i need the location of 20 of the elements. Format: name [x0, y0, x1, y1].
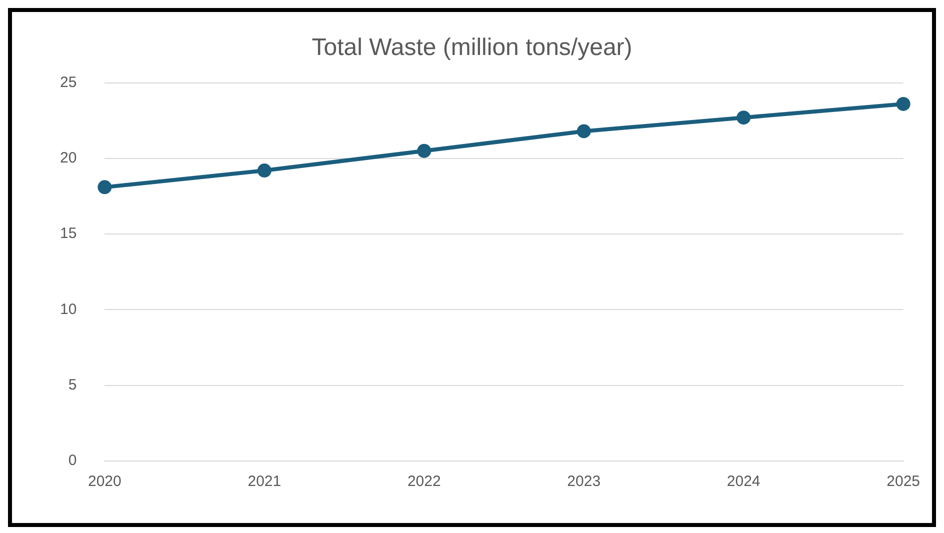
- y-tick-label: 0: [68, 452, 77, 470]
- x-tick-label: 2022: [407, 473, 441, 490]
- x-tick-label: 2023: [567, 473, 601, 490]
- x-tick-label: 2021: [248, 473, 282, 490]
- y-tick-label: 25: [60, 74, 77, 91]
- x-tick-label: 2024: [726, 473, 760, 490]
- point: [98, 180, 112, 194]
- y-tick-label: 5: [68, 376, 77, 394]
- chart-title: Total Waste (million tons/year): [312, 34, 632, 62]
- x-tick-label: 2025: [886, 473, 920, 490]
- y-tick-label: 10: [60, 300, 77, 318]
- x-tick-label: 2020: [88, 473, 122, 490]
- point: [257, 164, 272, 178]
- point: [896, 96, 910, 111]
- point: [736, 110, 751, 125]
- point: [576, 124, 591, 138]
- chart-frame: Total Waste (million tons/year) 2020 2021 2022 2023 2024 2025 0 5 10 15 20 25: [8, 8, 936, 527]
- point: [417, 144, 432, 158]
- y-tick-label: 15: [60, 225, 77, 242]
- y-tick-label: 20: [60, 150, 77, 167]
